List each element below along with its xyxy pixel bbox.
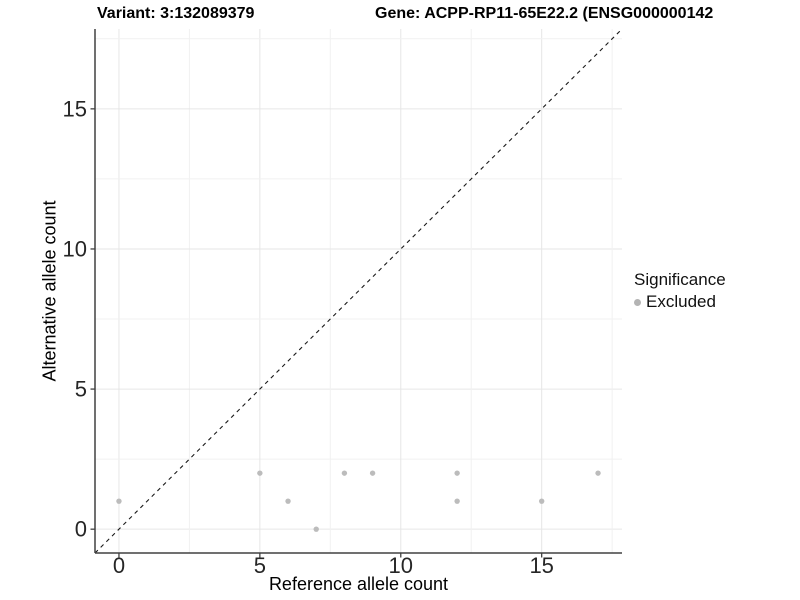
x-tick-label: 15 bbox=[529, 553, 553, 578]
variant-title: Variant: 3:132089379 bbox=[97, 5, 255, 22]
data-point bbox=[285, 498, 291, 504]
data-point bbox=[341, 470, 348, 476]
excluded-dot-icon bbox=[634, 298, 641, 306]
data-point bbox=[257, 470, 263, 476]
gene-title: Gene: ACPP-RP11-65E22.2 (ENSG000000142 bbox=[375, 5, 714, 22]
x-axis-title: Reference allele count bbox=[268, 574, 449, 594]
data-point bbox=[538, 498, 545, 504]
legend-title: Significance bbox=[634, 270, 726, 289]
y-tick-label: 5 bbox=[75, 377, 87, 402]
x-tick-label: 0 bbox=[113, 553, 125, 578]
legend: Significance Excluded bbox=[634, 270, 726, 312]
legend-item-excluded: Excluded bbox=[634, 292, 726, 312]
data-point bbox=[369, 470, 376, 476]
data-point bbox=[454, 470, 460, 476]
data-point bbox=[313, 526, 319, 532]
y-axis-title: Alternative allele count bbox=[39, 200, 60, 382]
data-point bbox=[595, 470, 601, 476]
y-tick-label: 15 bbox=[63, 96, 87, 121]
data-point bbox=[116, 498, 122, 504]
x-tick-label: 5 bbox=[254, 553, 266, 578]
y-tick-label: 10 bbox=[63, 236, 87, 261]
legend-item-label: Excluded bbox=[646, 292, 716, 311]
y-tick-label: 0 bbox=[75, 517, 87, 542]
identity-reference-line bbox=[94, 28, 623, 554]
data-point bbox=[454, 498, 460, 504]
x-tick-label: 10 bbox=[389, 553, 413, 578]
